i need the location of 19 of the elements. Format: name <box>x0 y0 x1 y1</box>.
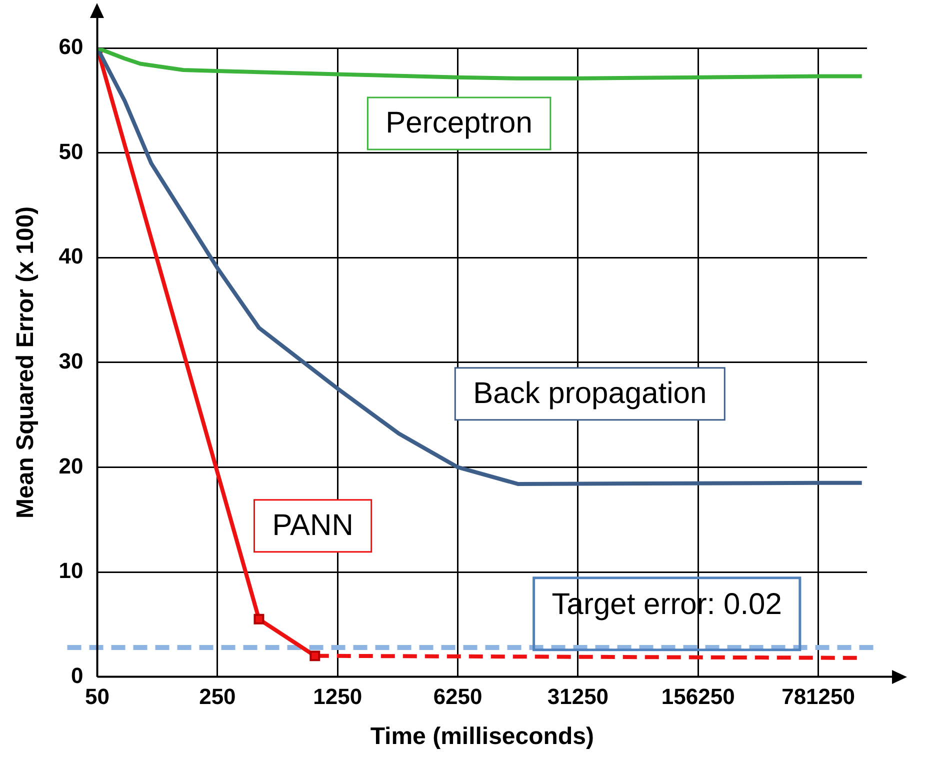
y-axis-title: Mean Squared Error (x 100) <box>12 206 40 518</box>
series-label: Perceptron <box>386 106 532 140</box>
x-tick-label: 250 <box>199 684 236 710</box>
x-tick-label: 31250 <box>547 684 609 710</box>
y-tick-label: 30 <box>58 348 84 374</box>
y-tick-label: 50 <box>58 138 84 164</box>
x-tick-label: 6250 <box>433 684 482 710</box>
y-tick-label: 60 <box>58 34 84 60</box>
x-tick-label: 156250 <box>661 684 735 710</box>
x-tick-label: 1250 <box>313 684 362 710</box>
x-tick-label: 781250 <box>782 684 856 710</box>
y-tick-label: 10 <box>58 558 84 584</box>
x-axis-title: Time (milliseconds) <box>370 723 594 750</box>
y-tick-label: 20 <box>58 453 84 478</box>
series-label: PANN <box>272 509 354 542</box>
y-tick-label: 0 <box>71 662 84 688</box>
x-tick-label: 50 <box>85 684 110 710</box>
series-label: Back propagation <box>473 377 707 410</box>
y-tick-label: 40 <box>58 244 84 269</box>
